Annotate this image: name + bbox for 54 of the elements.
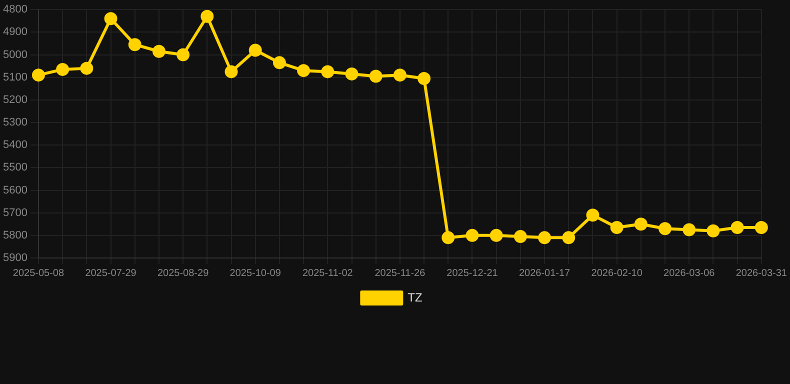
point [176, 48, 190, 62]
point [56, 62, 70, 76]
x-tick-label: 2026-03-06 [664, 268, 716, 279]
y-tick-label: 5500 [2, 162, 28, 174]
point [658, 222, 672, 236]
x-tick-label: 2025-11-02 [302, 268, 354, 279]
point [321, 65, 334, 78]
x-tick-label: 2025-05-08 [12, 268, 64, 279]
point [562, 231, 576, 244]
y-tick-label: 5900 [2, 252, 28, 264]
x-tick-label: 2025-07-29 [85, 268, 137, 279]
point [514, 230, 527, 244]
x-tick-label: 2025-08-29 [157, 268, 210, 279]
point [730, 221, 744, 234]
point [610, 221, 624, 234]
point [224, 65, 238, 78]
point [442, 231, 455, 244]
y-tick-label: 4800 [2, 4, 28, 16]
y-tick-label: 4900 [2, 26, 28, 38]
point [490, 228, 503, 242]
point [682, 223, 696, 236]
point [272, 56, 286, 70]
point [369, 70, 382, 83]
y-tick-label: 5800 [2, 229, 28, 242]
point [248, 44, 262, 57]
point [152, 44, 166, 58]
y-tick-label: 5100 [2, 71, 28, 84]
point [128, 38, 142, 52]
point [345, 67, 358, 80]
point [418, 72, 431, 85]
y-tick-label: 5400 [2, 139, 28, 152]
x-tick-label: 2026-01-17 [518, 268, 571, 279]
x-tick-label: 2025-11-26 [374, 268, 426, 279]
point [104, 12, 118, 26]
x-tick-label: 2025-12-21 [446, 268, 498, 279]
point [80, 62, 94, 75]
y-tick-label: 5600 [2, 184, 28, 196]
y-tick-label: 5200 [2, 94, 28, 106]
legend-label: TZ [408, 290, 422, 304]
y-tick-label: 5700 [2, 206, 28, 219]
point [538, 231, 552, 244]
point [586, 208, 600, 222]
x-tick-label: 2026-03-31 [736, 268, 788, 279]
point [634, 218, 648, 231]
x-tick-label: 2026-02-10 [591, 268, 643, 279]
point [466, 228, 479, 242]
x-tick-label: 2025-10-09 [230, 268, 282, 279]
y-tick-label: 5000 [2, 48, 28, 61]
point [297, 64, 310, 78]
point [706, 224, 720, 238]
point [393, 68, 406, 82]
point [754, 221, 768, 234]
point [200, 10, 214, 23]
y-tick-label: 5300 [2, 116, 28, 129]
